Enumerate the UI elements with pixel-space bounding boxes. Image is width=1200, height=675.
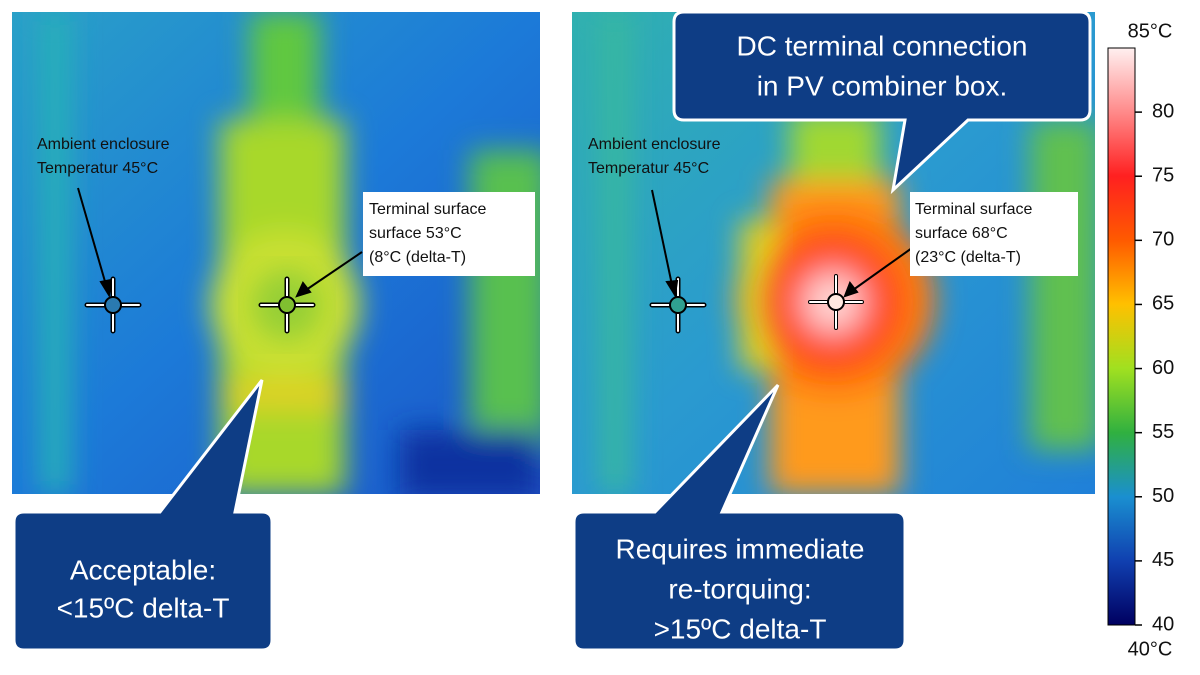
colorbar-tick-label: 50 (1152, 485, 1174, 507)
callout-text: <15ºC delta-T (57, 592, 230, 623)
colorbar-tick-label: 80 (1152, 100, 1174, 122)
arrows (77, 187, 913, 298)
label-box (363, 192, 535, 276)
callout-text: Requires immediate (616, 533, 865, 564)
colorbar-tick-label: 45 (1152, 549, 1174, 571)
ambient-label: Ambient enclosure (37, 136, 170, 153)
callout-text: Acceptable: (70, 554, 216, 585)
ambient-label: Temperatur 45°C (588, 160, 709, 177)
label-box (910, 192, 1078, 276)
callout-text: in PV combiner box. (757, 70, 1008, 101)
colorbar-tick-label: 70 (1152, 229, 1174, 251)
terminal-label: Terminal surface (915, 201, 1032, 218)
callout-text: DC terminal connection (736, 30, 1027, 61)
colorbar-min-label: 40°C (1128, 638, 1173, 660)
colorbar (1107, 47, 1136, 626)
callouts (12, 10, 1092, 652)
colorbar-tick-label: 55 (1152, 421, 1174, 443)
terminal-label: (8°C (delta-T) (369, 249, 466, 266)
terminal-label: Terminal surface (369, 201, 486, 218)
colorbar-tick-label: 60 (1152, 357, 1174, 379)
colorbar-tick-label: 75 (1152, 165, 1174, 187)
colorbar-max-label: 85°C (1128, 20, 1173, 42)
crosshairs (84, 274, 864, 334)
terminal-label: (23°C (delta-T) (915, 249, 1021, 266)
colorbar-tick-label: 65 (1152, 293, 1174, 315)
ambient-label: Ambient enclosure (588, 136, 721, 153)
callout-text: re-torquing: (668, 573, 811, 604)
colorbar-tick-label: 40 (1152, 613, 1174, 635)
callout-text: >15ºC delta-T (654, 613, 827, 644)
terminal-label: surface 68°C (915, 225, 1008, 242)
ambient-label: Temperatur 45°C (37, 160, 158, 177)
terminal-label: surface 53°C (369, 225, 462, 242)
